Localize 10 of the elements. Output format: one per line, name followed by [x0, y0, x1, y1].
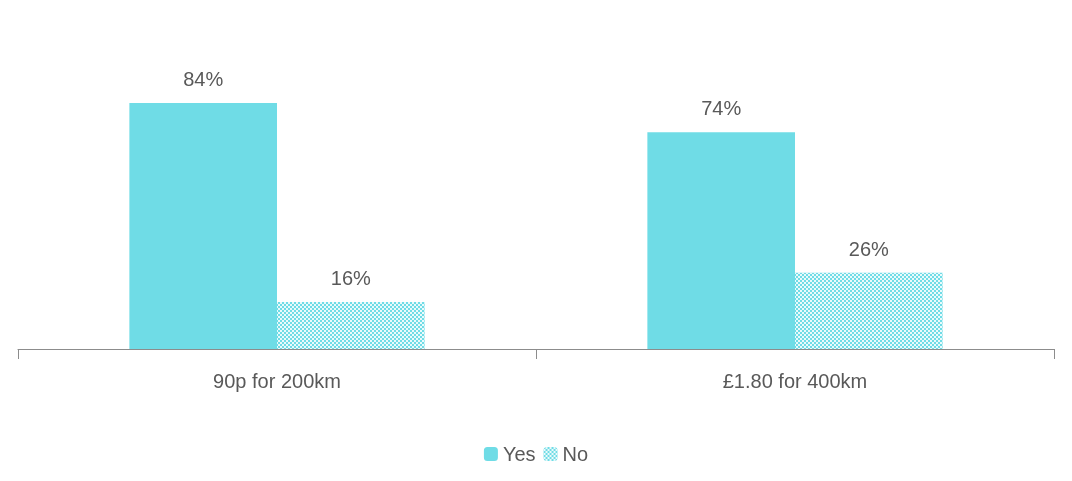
- bar: [129, 102, 277, 349]
- data-label: 74%: [701, 97, 742, 120]
- legend-label: No: [562, 443, 589, 465]
- data-label: 84%: [183, 67, 224, 90]
- x-tick-label: £1.80 for 400km: [722, 370, 868, 392]
- data-label: 16%: [330, 267, 372, 290]
- legend-label: Yes: [502, 443, 536, 465]
- bar: [647, 132, 795, 349]
- data-label: 26%: [848, 237, 890, 260]
- x-tick-label: 90p for 200km: [213, 370, 341, 392]
